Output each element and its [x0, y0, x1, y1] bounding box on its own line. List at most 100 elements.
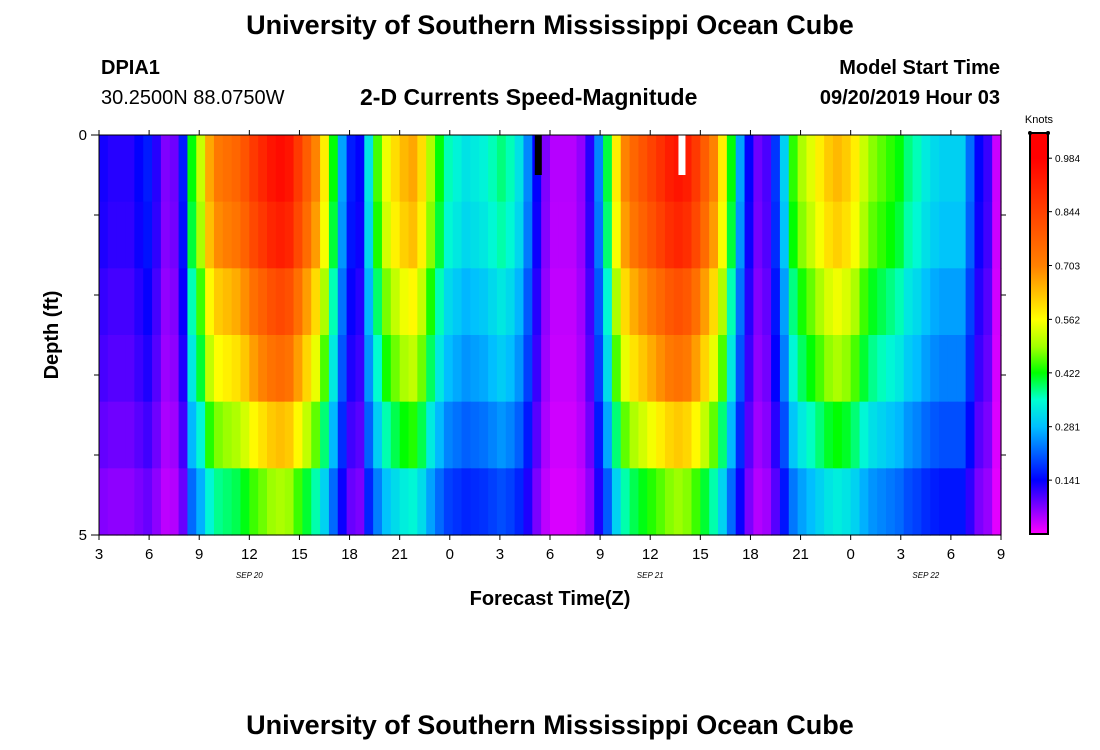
- heatmap-cell: [523, 401, 533, 469]
- heatmap-cell: [99, 268, 109, 336]
- heatmap-cell: [611, 468, 622, 536]
- heatmap-cell: [426, 268, 436, 336]
- heatmap-cell: [196, 268, 206, 336]
- heatmap-cell: [664, 268, 675, 336]
- heatmap-cell: [983, 335, 993, 403]
- heatmap-cell: [258, 268, 268, 336]
- x-tick-label: 6: [145, 546, 153, 563]
- heatmap-cell: [452, 201, 463, 269]
- heatmap-cell: [682, 335, 693, 403]
- heatmap-cell: [435, 135, 445, 203]
- heatmap-cell: [638, 401, 648, 469]
- x-tick-label: 6: [947, 546, 955, 563]
- heatmap-cell: [160, 135, 171, 203]
- heatmap-cell: [912, 135, 923, 203]
- heatmap-cell: [894, 135, 905, 203]
- heatmap-cell: [311, 268, 321, 336]
- heatmap-cell: [143, 401, 153, 469]
- heatmap-cell: [302, 335, 312, 403]
- heatmap-cell: [620, 335, 631, 403]
- heatmap-cell: [275, 201, 286, 269]
- heatmap-cell: [532, 201, 542, 269]
- heatmap-cell: [824, 335, 834, 403]
- heatmap-cell: [408, 201, 418, 269]
- heatmap-cell: [320, 268, 330, 336]
- heatmap-cell: [859, 135, 869, 203]
- heatmap-cell: [187, 468, 197, 536]
- heatmap-markers: [534, 135, 686, 175]
- heatmap-cell: [116, 201, 127, 269]
- heatmap-cell: [470, 468, 480, 536]
- heatmap-cell: [328, 201, 339, 269]
- heatmap-cell: [762, 135, 772, 203]
- heatmap-cell: [974, 135, 984, 203]
- heatmap-cell: [541, 468, 551, 536]
- heatmap-cell: [930, 335, 940, 403]
- heatmap-cell: [355, 135, 365, 203]
- heatmap-cell: [222, 135, 233, 203]
- heatmap-cell: [311, 135, 321, 203]
- heatmap-cell: [302, 401, 312, 469]
- heatmap-cell: [461, 335, 472, 403]
- heatmap-cell: [912, 401, 923, 469]
- heatmap-cell: [134, 201, 144, 269]
- heatmap-cell: [744, 135, 754, 203]
- heatmap-cell: [647, 135, 657, 203]
- heatmap-cell: [523, 335, 533, 403]
- heatmap-cell: [611, 201, 622, 269]
- heatmap-cell: [673, 401, 684, 469]
- heatmap-cell: [505, 401, 516, 469]
- heatmap-cell: [364, 335, 374, 403]
- heatmap-cell: [886, 268, 896, 336]
- heatmap-cell: [249, 135, 259, 203]
- heatmap-cell: [903, 201, 914, 269]
- heatmap-cell: [550, 201, 560, 269]
- heatmap-cell: [479, 468, 489, 536]
- heatmap-cell: [886, 201, 896, 269]
- heatmap-cell: [611, 401, 622, 469]
- date-label: SEP 22: [912, 571, 939, 580]
- heatmap-cell: [160, 268, 171, 336]
- heatmap-cell: [841, 201, 852, 269]
- heatmap-cell: [647, 335, 657, 403]
- heatmap-cell: [443, 468, 454, 536]
- heatmap-cell: [99, 335, 109, 403]
- y-tick-label: 0: [79, 127, 87, 144]
- heatmap-cell: [435, 468, 445, 536]
- heatmap-cell: [364, 268, 374, 336]
- heatmap-cell: [567, 268, 578, 336]
- heatmap-cell: [894, 335, 905, 403]
- heatmap-cell: [550, 135, 560, 203]
- heatmap-cell: [496, 201, 507, 269]
- heatmap-cell: [868, 135, 878, 203]
- heatmap-cell: [779, 201, 790, 269]
- colorbar-scale: [1029, 132, 1049, 535]
- heatmap-cell: [240, 401, 250, 469]
- heatmap-cell: [381, 335, 392, 403]
- heatmap-cell: [222, 268, 233, 336]
- heatmap-cell: [779, 135, 790, 203]
- heatmap-cell: [328, 401, 339, 469]
- heatmap-cell: [788, 201, 799, 269]
- heatmap-cell: [355, 268, 365, 336]
- heatmap-cell: [611, 335, 622, 403]
- heatmap-cell: [311, 401, 321, 469]
- heatmap-cell: [152, 135, 162, 203]
- heatmap-cell: [196, 401, 206, 469]
- heatmap-cell: [806, 268, 816, 336]
- heatmap-cell: [523, 135, 533, 203]
- heatmap-cell: [983, 468, 993, 536]
- heatmap-cell: [550, 268, 560, 336]
- heatmap-cell: [567, 401, 578, 469]
- heatmap-cell: [284, 468, 295, 536]
- heatmap-cell: [638, 268, 648, 336]
- date-label: SEP 20: [236, 571, 263, 580]
- heatmap-cell: [320, 401, 330, 469]
- heatmap-cell: [152, 335, 162, 403]
- heatmap-cell: [983, 135, 993, 203]
- heatmap-cell: [196, 135, 206, 203]
- heatmap-cell: [541, 401, 551, 469]
- heatmap-cell: [939, 135, 949, 203]
- heatmap-cell: [797, 135, 808, 203]
- heatmap-cell: [390, 201, 401, 269]
